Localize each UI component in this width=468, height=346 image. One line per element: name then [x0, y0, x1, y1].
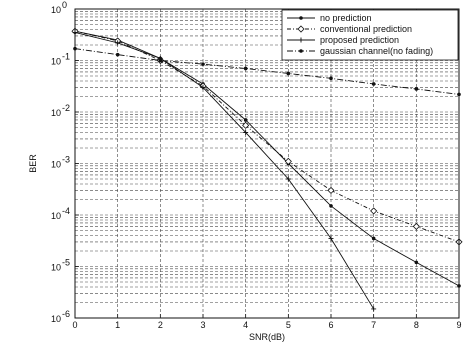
data-point: [243, 66, 248, 71]
x-tick-label: 4: [243, 320, 248, 330]
x-tick-label: 5: [286, 320, 291, 330]
data-point: [243, 118, 248, 122]
legend-marker: [299, 49, 303, 53]
legend-label: no prediction: [320, 13, 372, 23]
x-tick-label: 1: [115, 320, 120, 330]
x-axis-ticks: 0 1 2 3 4 5 6 7 8 9: [72, 314, 462, 330]
y-tick-exponent: -4: [62, 206, 70, 216]
data-point: [370, 207, 378, 215]
y-tick-exponent: -2: [62, 103, 70, 113]
data-point: [158, 58, 163, 63]
x-tick-label: 2: [158, 320, 163, 330]
data-point: [243, 129, 249, 135]
data-point: [242, 121, 250, 129]
data-point: [414, 260, 419, 265]
y-tick-label: 10: [51, 263, 61, 273]
x-tick-label: 8: [414, 320, 419, 330]
x-tick-label: 9: [456, 320, 461, 330]
data-point: [201, 62, 205, 66]
y-tick-exponent: -5: [62, 258, 70, 268]
x-tick-label: 3: [200, 320, 205, 330]
series-line: [74, 32, 375, 310]
legend-marker: [299, 16, 303, 20]
data-point: [414, 87, 419, 91]
series-3: [72, 29, 377, 312]
y-tick-label: 10: [51, 5, 61, 15]
data-point: [285, 176, 291, 182]
y-tick-exponent: 0: [62, 0, 67, 10]
legend-label: conventional prediction: [320, 24, 412, 34]
legend-label: gaussian channel(no fading): [320, 46, 433, 56]
y-axis-label: BER: [28, 154, 38, 173]
legend-label: proposed prediction: [320, 35, 399, 45]
series-layer: [71, 27, 463, 312]
y-tick-label: 10: [51, 108, 61, 118]
data-point: [115, 52, 120, 57]
legend-marker: [297, 25, 305, 33]
y-tick-exponent: -3: [62, 155, 70, 165]
data-point: [115, 40, 121, 46]
y-tick-label: 10: [51, 160, 61, 170]
x-axis-label: SNR(dB): [249, 332, 285, 342]
data-point: [371, 306, 377, 312]
legend-marker: [298, 37, 304, 43]
data-point: [412, 222, 420, 230]
x-tick-label: 6: [328, 320, 333, 330]
data-point: [327, 186, 335, 194]
x-tick-label: 0: [72, 320, 77, 330]
series-1: [73, 29, 461, 288]
y-tick-label: 10: [51, 211, 61, 221]
y-tick-exponent: -1: [62, 52, 70, 62]
series-line: [74, 30, 460, 287]
y-tick-exponent: -6: [62, 309, 70, 319]
data-point: [371, 82, 376, 86]
data-point: [329, 204, 333, 208]
y-tick-label: 10: [51, 57, 61, 67]
data-point: [286, 71, 291, 76]
data-point: [284, 157, 292, 165]
data-point: [200, 84, 206, 90]
series-line: [74, 48, 460, 95]
legend-box: [281, 9, 459, 61]
data-point: [371, 236, 376, 241]
y-tick-label: 10: [51, 314, 61, 324]
data-point: [328, 235, 334, 241]
x-tick-label: 7: [371, 320, 376, 330]
data-point: [329, 76, 333, 81]
series-line: [74, 30, 460, 243]
